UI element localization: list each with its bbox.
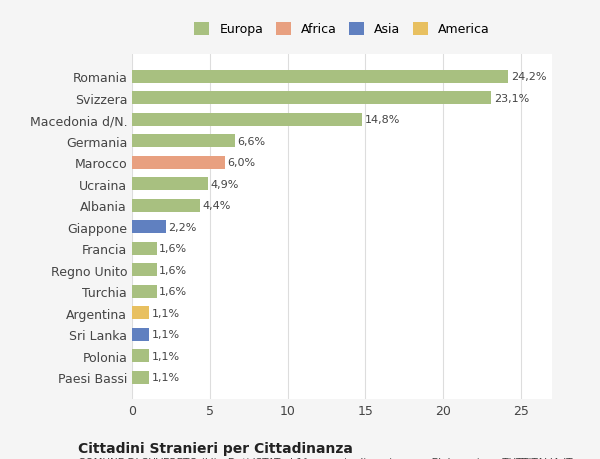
Bar: [132, 135, 235, 148]
Text: Cittadini Stranieri per Cittadinanza: Cittadini Stranieri per Cittadinanza: [78, 441, 353, 454]
Text: 4,4%: 4,4%: [203, 201, 231, 211]
Text: 1,1%: 1,1%: [151, 372, 179, 382]
Bar: [132, 199, 200, 212]
Text: 1,6%: 1,6%: [159, 286, 187, 297]
Bar: [132, 285, 157, 298]
Text: 1,6%: 1,6%: [159, 244, 187, 254]
Bar: [132, 178, 208, 191]
Bar: [132, 263, 157, 276]
Legend: Europa, Africa, Asia, America: Europa, Africa, Asia, America: [188, 17, 496, 43]
Bar: [132, 157, 226, 169]
Text: 14,8%: 14,8%: [365, 115, 400, 125]
Bar: [132, 328, 149, 341]
Bar: [132, 92, 491, 105]
Bar: [132, 71, 508, 84]
Bar: [132, 307, 149, 319]
Text: 1,1%: 1,1%: [151, 308, 179, 318]
Text: 6,6%: 6,6%: [237, 136, 265, 146]
Bar: [132, 371, 149, 384]
Text: 23,1%: 23,1%: [494, 94, 529, 104]
Text: 1,6%: 1,6%: [159, 265, 187, 275]
Text: 1,1%: 1,1%: [151, 351, 179, 361]
Text: 6,0%: 6,0%: [227, 158, 256, 168]
Text: 4,9%: 4,9%: [211, 179, 239, 189]
Text: COMUNE DI SUVERETO (LI) - Dati ISTAT al 1° gennaio di ogni anno - Elaborazione T: COMUNE DI SUVERETO (LI) - Dati ISTAT al …: [78, 457, 572, 459]
Bar: [132, 113, 362, 127]
Bar: [132, 242, 157, 255]
Bar: [132, 349, 149, 362]
Text: 1,1%: 1,1%: [151, 330, 179, 339]
Bar: [132, 221, 166, 234]
Text: 24,2%: 24,2%: [511, 72, 546, 82]
Text: 2,2%: 2,2%: [169, 222, 197, 232]
